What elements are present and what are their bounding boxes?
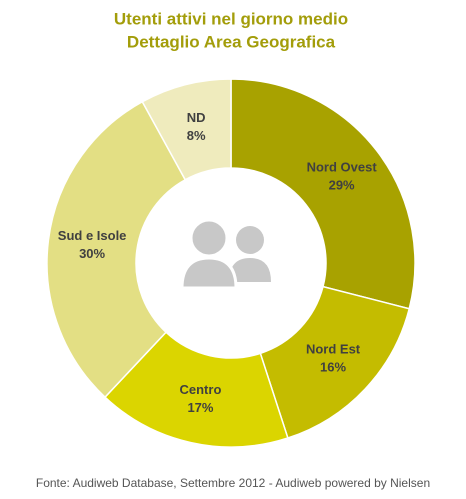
donut-slice (46, 100, 187, 399)
slice-label: Sud e Isole (58, 228, 127, 243)
donut-slice (230, 78, 416, 310)
chart-subtitle: Dettaglio Area Geografica (127, 32, 336, 51)
slice-value-label: 16% (320, 359, 346, 374)
chart-title: Utenti attivi nel giorno medio (114, 9, 348, 28)
slice-label: Nord Est (306, 341, 361, 356)
slice-value-label: 8% (187, 128, 206, 143)
source-note: Fonte: Audiweb Database, Settembre 2012 … (36, 476, 430, 490)
slice-value-label: 30% (79, 246, 105, 261)
donut-slice (141, 78, 232, 181)
slice-label: ND (187, 110, 206, 125)
donut (46, 78, 416, 448)
slice-value-label: 29% (329, 178, 355, 193)
slice-value-label: 17% (187, 400, 213, 415)
donut-slice (259, 285, 411, 439)
people-icon (180, 218, 271, 290)
slice-label: Nord Ovest (307, 160, 378, 175)
donut-slice (103, 331, 289, 448)
slice-label: Centro (180, 382, 222, 397)
